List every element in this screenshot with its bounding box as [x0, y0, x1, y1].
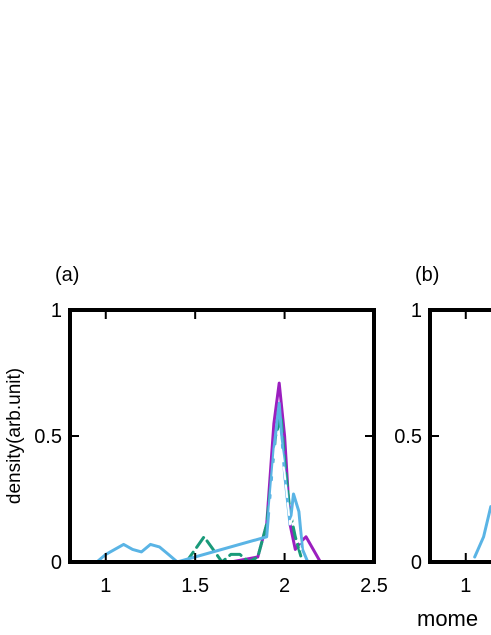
panel-a-series-0-line: [229, 381, 322, 562]
panel-a-ticks: 1 1.5 2 2.5 0 0.5 1: [34, 300, 388, 597]
panel-a-x-tick-label-0: 1: [100, 575, 111, 597]
panel-b-label: (b): [415, 264, 439, 286]
panel-b-y-tick-label-1: 0.5: [394, 426, 422, 448]
panel-a-y-tick-label-1: 0.5: [34, 426, 62, 448]
panel-a-frame: [68, 308, 376, 564]
panel-a-y-axis-label: density(arb.unit): [4, 368, 25, 504]
panel-a: (a) 1 1.5 2 2.5 0 0.5 1 density(arb.unit): [4, 264, 388, 597]
panel-b: (b) 100.51 mome: [394, 264, 491, 631]
panel-b-frame: [428, 308, 491, 564]
panel-a-x-tick-label-3: 2.5: [360, 575, 388, 597]
panel-b-ticks: 100.51: [394, 300, 471, 597]
panel-b-series-0-line: [473, 505, 491, 559]
panel-a-y-tick-label-0: 0: [51, 552, 62, 574]
panel-b-x-tick-label-0: 1: [460, 575, 471, 597]
panel-a-x-tick-label-1: 1.5: [181, 575, 209, 597]
panel-b-x-axis-label: mome: [417, 606, 478, 631]
panel-a-label: (a): [55, 264, 79, 286]
panel-b-y-tick-label-0: 0: [411, 552, 422, 574]
panel-b-y-tick-label-2: 1: [411, 300, 422, 322]
panel-b-series-group: [473, 505, 491, 559]
panel-a-x-tick-label-2: 2: [279, 575, 290, 597]
panel-a-series-group: [95, 381, 322, 562]
panel-a-series-2-line: [95, 401, 310, 562]
panel-a-series-3-line: [269, 435, 302, 551]
panel-a-y-tick-label-2: 1: [51, 300, 62, 322]
